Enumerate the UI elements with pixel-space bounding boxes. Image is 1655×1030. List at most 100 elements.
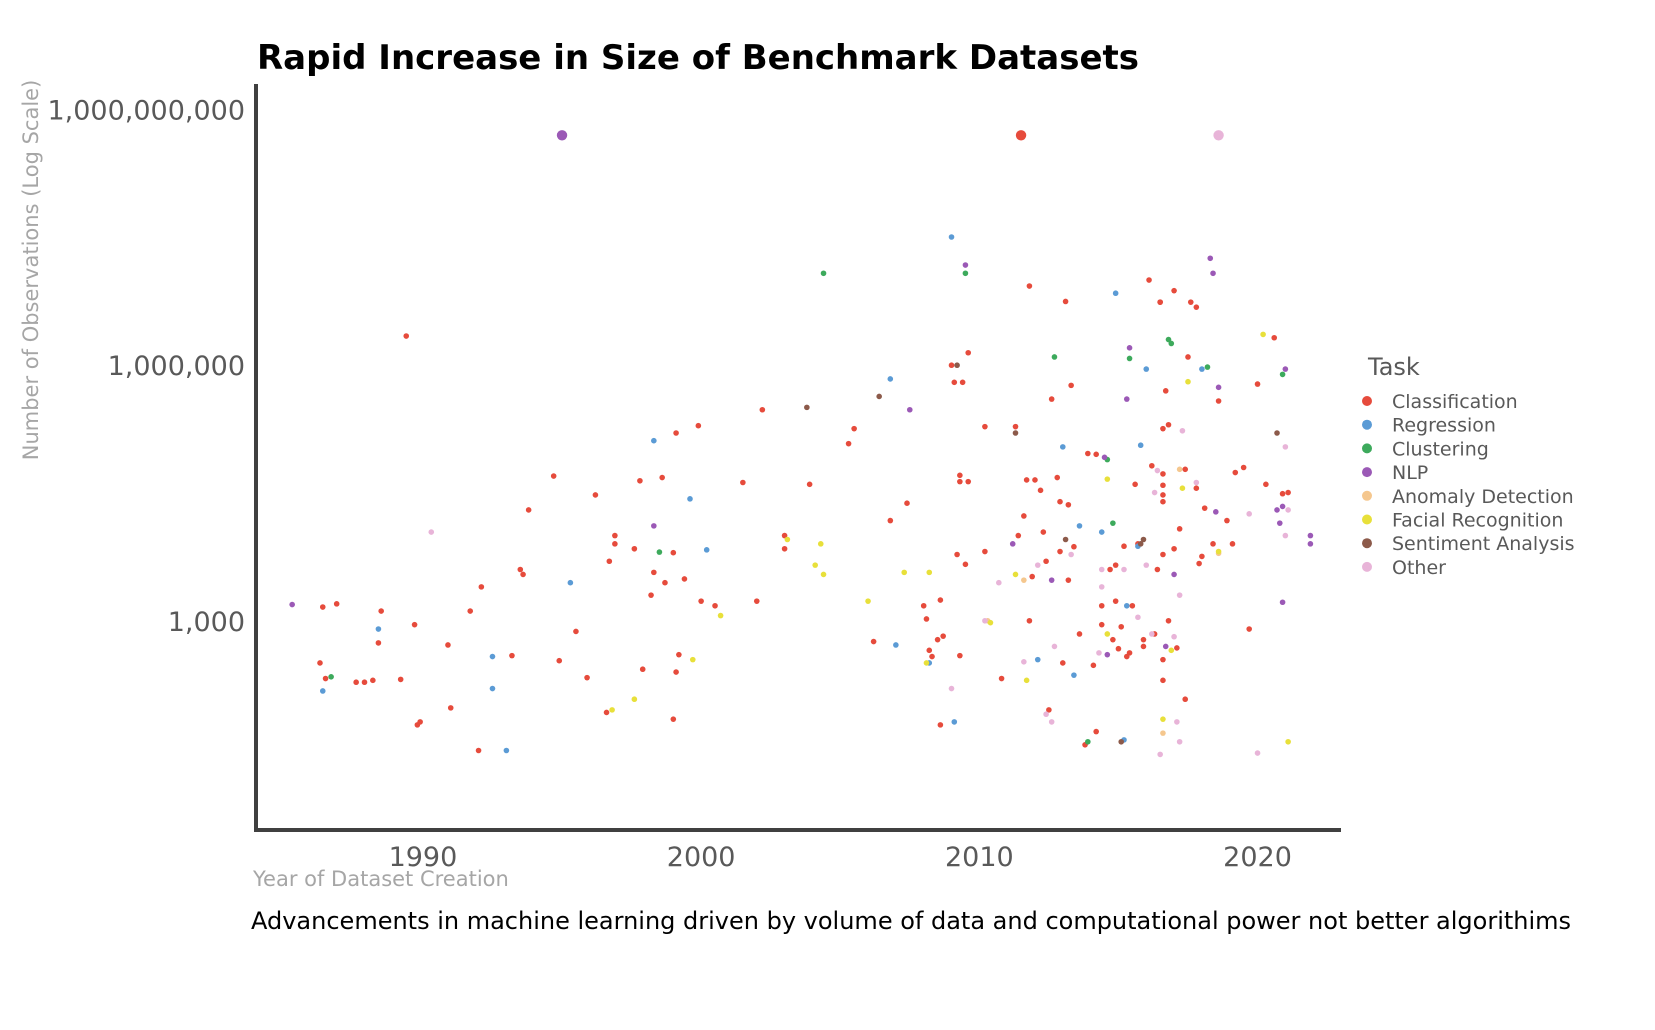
data-point (923, 660, 930, 666)
data-point (1051, 643, 1058, 650)
data-point (1210, 270, 1216, 277)
data-point (712, 602, 718, 609)
data-point (1062, 536, 1069, 543)
data-point (1123, 602, 1130, 609)
data-point (1260, 331, 1266, 338)
data-point (1204, 364, 1211, 370)
data-point (957, 652, 963, 659)
data-point (319, 688, 326, 694)
data-point (517, 566, 524, 573)
legend-label: NLP (1392, 462, 1428, 484)
data-point (1160, 730, 1166, 736)
data-point (289, 601, 295, 608)
x-tick-label: 1990 (389, 842, 458, 873)
data-point (447, 705, 454, 711)
data-point (1021, 513, 1027, 519)
data-point (1185, 354, 1191, 360)
data-point (478, 584, 485, 590)
data-point (962, 561, 969, 568)
data-point (987, 619, 994, 626)
data-point (1279, 371, 1286, 378)
data-point (1068, 382, 1074, 389)
data-point (1157, 751, 1163, 758)
data-point (1110, 520, 1116, 526)
data-point (893, 642, 899, 648)
x-tick-label: 2020 (1223, 842, 1292, 873)
data-point (584, 674, 590, 681)
data-point (651, 437, 657, 444)
data-point (673, 430, 679, 436)
data-point (1307, 541, 1314, 547)
data-point (592, 492, 599, 498)
data-point (1104, 476, 1111, 482)
data-point (1132, 481, 1138, 488)
data-point (1021, 659, 1027, 665)
legend-marker (1362, 561, 1372, 572)
data-point (957, 472, 963, 479)
data-point (467, 608, 474, 614)
chart-title: Rapid Increase in Size of Benchmark Data… (257, 38, 1139, 78)
data-point (1043, 558, 1049, 565)
data-point (509, 652, 515, 659)
data-point (820, 270, 827, 277)
data-point (1143, 562, 1150, 568)
data-point (954, 362, 960, 369)
data-point (1048, 577, 1055, 583)
data-point (1085, 738, 1091, 745)
data-point (804, 404, 810, 411)
data-point (1174, 645, 1180, 651)
data-point (1021, 577, 1027, 583)
data-point (1160, 425, 1166, 432)
data-point (1123, 396, 1130, 402)
legend-label: Clustering (1392, 438, 1489, 460)
data-point (1165, 421, 1172, 428)
data-point (1126, 345, 1133, 351)
y-tick-label: 1,000,000 (108, 351, 245, 382)
data-point (965, 349, 972, 356)
data-point (1207, 255, 1214, 262)
data-point (609, 707, 615, 713)
data-point (639, 666, 646, 673)
data-point (612, 541, 618, 547)
data-point (1112, 290, 1119, 297)
data-point (1176, 526, 1183, 532)
data-point (1201, 505, 1208, 511)
data-point (1246, 626, 1252, 632)
x-tick-label: 2000 (667, 842, 736, 873)
data-point (411, 621, 418, 628)
data-point (1037, 487, 1044, 494)
data-point (1160, 716, 1166, 722)
data-point (375, 626, 382, 632)
data-point (1059, 444, 1066, 450)
data-point (1059, 660, 1066, 666)
legend-label: Sentiment Analysis (1392, 533, 1575, 555)
data-point (1015, 532, 1022, 539)
data-point (1137, 541, 1144, 547)
x-tick-label: 2010 (945, 842, 1014, 873)
data-point (1199, 553, 1205, 560)
data-point (940, 633, 946, 639)
data-point (1071, 543, 1077, 550)
data-point (703, 547, 710, 553)
data-point (1160, 551, 1166, 558)
data-point (689, 656, 696, 663)
data-point (370, 677, 376, 684)
data-point (806, 481, 813, 488)
data-point (1140, 643, 1147, 650)
data-point (954, 551, 960, 558)
data-point (1032, 477, 1038, 483)
data-point (937, 722, 944, 728)
data-point (1213, 509, 1219, 515)
data-point (1263, 481, 1269, 488)
x-axis-ticks: 1990 2000 2010 2020 (389, 842, 1292, 873)
data-point (1213, 130, 1224, 141)
data-point (753, 598, 760, 604)
data-point (1098, 621, 1105, 628)
data-point (740, 479, 746, 486)
data-point (1149, 631, 1155, 637)
data-point (1162, 643, 1169, 650)
data-point (1015, 130, 1027, 141)
data-points (289, 130, 1314, 758)
data-point (998, 675, 1005, 682)
data-point (1143, 366, 1150, 372)
